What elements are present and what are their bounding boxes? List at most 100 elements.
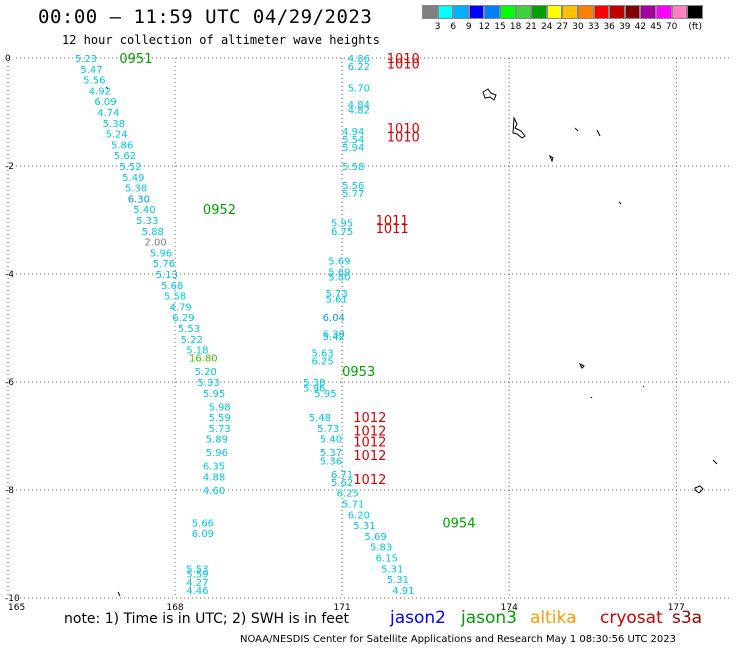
pass-time-label: 1011: [376, 214, 409, 229]
legend-label: 39: [619, 22, 631, 32]
swh-value-label: 5.66: [192, 518, 214, 529]
legend-swatch: [624, 5, 641, 19]
legend-swatch: [577, 5, 594, 19]
swh-value-label: 5.53: [178, 324, 200, 335]
legend-label: 21: [525, 22, 537, 32]
swh-value-label: 5.62: [331, 478, 353, 489]
swh-value-label: 4.94: [342, 127, 364, 138]
swh-value-label: 6.09: [192, 529, 214, 540]
swh-value-label: 6.15: [376, 554, 398, 565]
swh-value-label: 5.62: [114, 151, 136, 162]
legend-swatch: [422, 5, 438, 19]
swh-value-label: 6.04: [323, 313, 345, 324]
pass-time-label: 1012: [353, 411, 386, 426]
island-shape: [482, 88, 497, 101]
pass-time-label: 1012: [353, 435, 386, 450]
swh-value-label: 4.82: [348, 105, 370, 116]
footer-credit: NOAA/NESDIS Center for Satellite Applica…: [240, 634, 676, 645]
swh-value-label: 5.20: [195, 367, 217, 378]
legend-swatch: [499, 5, 516, 19]
x-tick-label: 165: [8, 603, 25, 613]
swh-value-label: 5.63: [312, 348, 334, 359]
legend-swatch: [640, 5, 656, 19]
swh-value-label: 4.84: [348, 100, 370, 111]
swh-value-label: 5.40: [320, 435, 342, 446]
x-tick-label: 168: [166, 603, 183, 613]
swh-value-label: 6.29: [172, 313, 194, 324]
swh-value-label: 5.80: [328, 273, 350, 284]
y-tick-label: -6: [5, 378, 14, 388]
color-legend: [422, 5, 703, 19]
pass-time-label: 1012: [353, 473, 386, 488]
grid-lines: [7, 57, 732, 599]
chart-title: 00:00 – 11:59 UTC 04/29/2023: [38, 6, 373, 28]
swh-value-label: 5.96: [303, 383, 325, 394]
swh-value-label: 6.22: [348, 62, 370, 73]
legend-label: 3: [434, 22, 441, 32]
island-shape: [596, 129, 601, 137]
swh-value-label: 5.48: [309, 413, 331, 424]
swh-value-label: 5.59: [208, 413, 230, 424]
pass-time-label: 1010: [387, 57, 420, 72]
swh-value-label: 6.09: [94, 97, 116, 108]
legend-label: 45: [650, 22, 662, 32]
swh-value-label: 5.86: [111, 140, 133, 151]
swh-value-label: 5.76: [153, 259, 175, 270]
swh-value-label: 5.73: [325, 289, 347, 300]
swh-value-label: 5.13: [156, 270, 178, 281]
legend-label: 18: [509, 22, 522, 32]
island-shape: [574, 127, 579, 132]
legend-label: 24: [541, 22, 553, 32]
swh-value-label: 5.33: [136, 216, 158, 227]
swh-value-label: 5.31: [353, 521, 375, 532]
swh-value-label: 5.68: [161, 281, 183, 292]
swh-value-label: 5.31: [387, 575, 409, 586]
swh-value-label: 16.80: [189, 354, 218, 365]
legend-swatch: [687, 5, 703, 19]
y-tick-label: -8: [5, 486, 14, 496]
legend-label: 9: [465, 22, 472, 32]
swh-value-label: 6.75: [331, 227, 353, 238]
swh-value-label: 6.25: [312, 356, 334, 367]
island-shape: [590, 396, 593, 399]
time-labels: 0951095209530954101010101010101010111011…: [119, 52, 475, 531]
legend-swatch: [609, 5, 625, 19]
y-tick-label: -4: [5, 270, 14, 280]
y-tick-label: 0: [5, 54, 11, 64]
swh-value-label: 5.69: [364, 532, 386, 543]
swh-value-label: 5.83: [370, 543, 392, 554]
swh-value-label: 5.36: [320, 456, 342, 467]
swh-value-label: 4.46: [186, 586, 208, 597]
swh-value-label: 5.88: [142, 227, 164, 238]
swh-value-label: 5.70: [348, 84, 370, 95]
legend-label: 6: [450, 22, 457, 32]
legend-swatch: [671, 5, 688, 19]
satellite-legend-cryosat: cryosat: [600, 608, 663, 628]
swh-value-label: 5.40: [133, 205, 155, 216]
color-legend-labels: 3 6 9 12 15 18 21 24 27 30 33 36 39 42 45 70 (ft): [422, 0, 722, 40]
swh-value-label: 5.58: [342, 162, 364, 173]
legend-label: 30: [572, 22, 584, 32]
swh-value-label: 6.30: [128, 194, 150, 205]
legend-label: 36: [603, 22, 615, 32]
island-shape: [578, 362, 585, 369]
satellite-legend-altika: altika: [530, 608, 577, 628]
swh-value-label: 5.47: [80, 65, 102, 76]
satellite-legend-jason2: jason2: [390, 608, 446, 628]
data-points: 5.235.475.564.926.094.745.385.245.865.62…: [75, 54, 415, 597]
x-tick-label: 177: [668, 603, 685, 613]
axis-tick-labels: 165 168 171 174 177 0 -2 -4 -6 -8 -10: [5, 54, 685, 613]
swh-value-label: 5.71: [342, 500, 364, 511]
swh-value-label: 5.98: [208, 402, 230, 413]
pass-time-label: 1012: [353, 449, 386, 464]
swh-value-label: 4.60: [203, 486, 225, 497]
legend-swatch: [515, 5, 532, 19]
legend-swatch: [562, 5, 578, 19]
legend-label: 12: [478, 22, 491, 32]
legend-unit-label: (ft): [688, 22, 702, 32]
island-shape: [548, 154, 554, 163]
island-shape: [117, 591, 121, 597]
legend-swatch: [593, 5, 610, 19]
swh-value-label: 5.96: [150, 248, 172, 259]
